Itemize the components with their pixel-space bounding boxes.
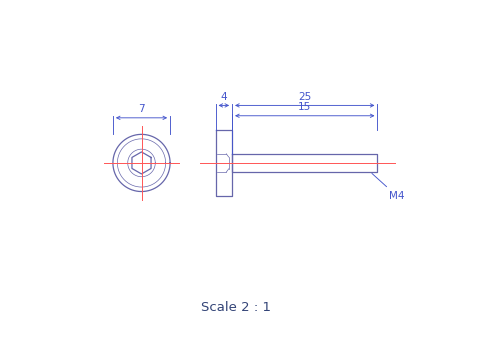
Text: 4: 4 [220, 92, 227, 102]
Text: 7: 7 [138, 104, 145, 114]
Text: 25: 25 [298, 92, 312, 102]
Text: M4: M4 [372, 173, 405, 201]
Text: 15: 15 [298, 102, 312, 112]
Text: Scale 2 : 1: Scale 2 : 1 [201, 301, 271, 314]
